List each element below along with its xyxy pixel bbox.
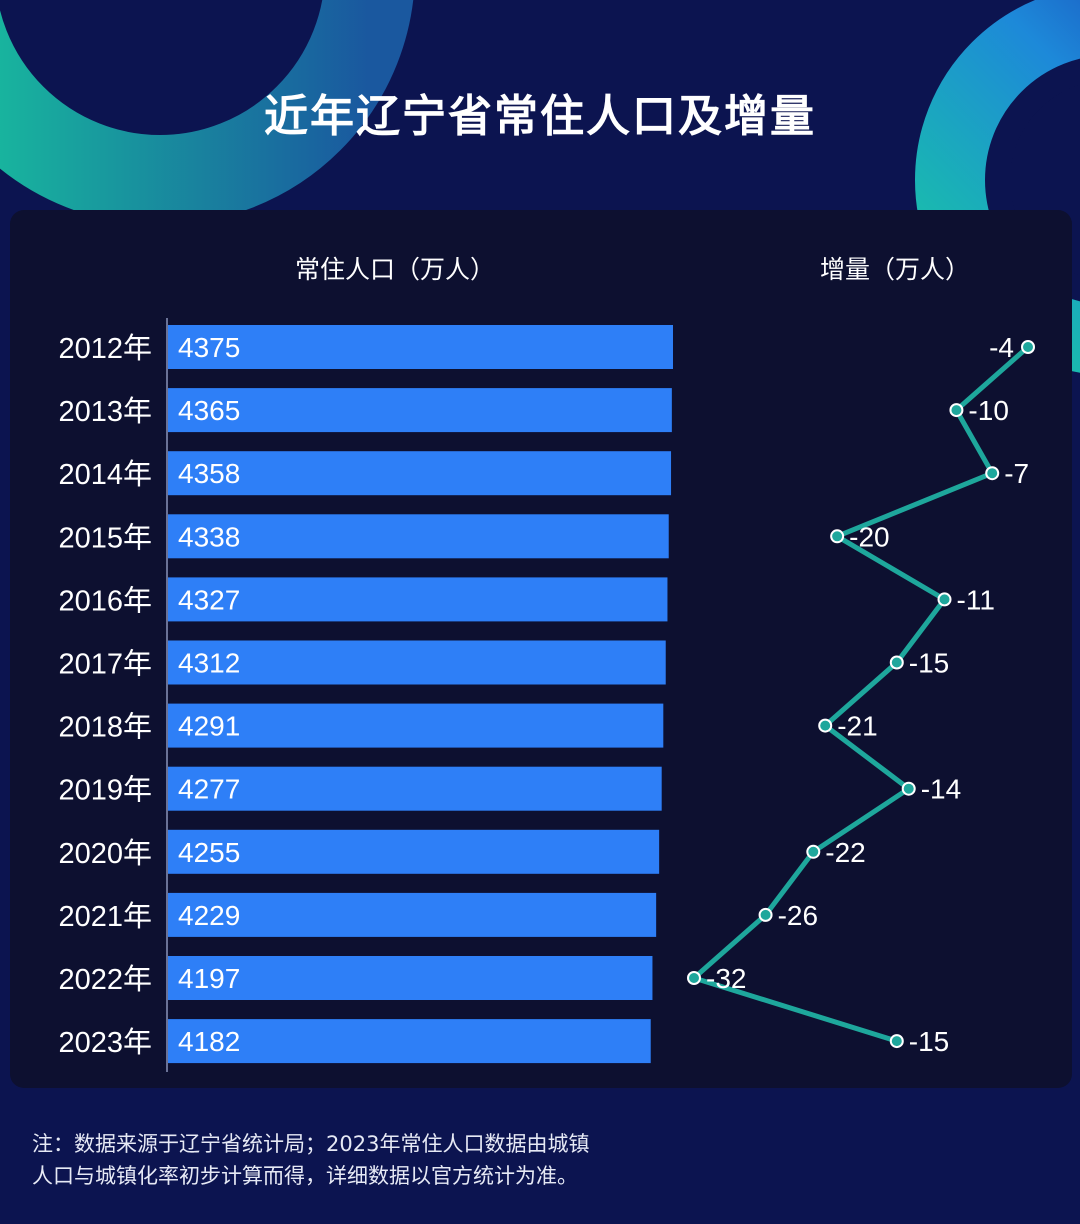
- population-bar: [168, 325, 673, 369]
- increment-point: [687, 971, 701, 985]
- bar-series-header: 常住人口（万人）: [295, 255, 496, 284]
- population-bar: [168, 956, 653, 1000]
- increment-point: [889, 655, 904, 670]
- category-label: 2012年: [58, 332, 152, 365]
- category-label: 2014年: [58, 458, 152, 491]
- category-label: 2015年: [58, 521, 152, 554]
- increment-point: [985, 466, 1000, 481]
- population-value-label: 4255: [178, 837, 240, 868]
- increment-value-label: -14: [921, 774, 961, 805]
- increment-point: [949, 403, 964, 418]
- population-value-label: 4365: [178, 395, 240, 426]
- population-value-label: 4358: [178, 458, 240, 489]
- increment-point: [937, 592, 952, 607]
- increment-value-label: -4: [989, 332, 1014, 363]
- increment-value-label: -32: [706, 963, 746, 994]
- population-bar: [168, 451, 672, 496]
- population-value-label: 4229: [178, 900, 240, 931]
- population-bar: [168, 640, 666, 685]
- population-bar: [168, 577, 668, 622]
- category-label: 2020年: [58, 837, 152, 870]
- footnote-line-1: 注：数据来源于辽宁省统计局；2023年常住人口数据由城镇: [32, 1132, 590, 1156]
- category-label: 2023年: [58, 1026, 152, 1059]
- population-value-label: 4277: [178, 774, 240, 805]
- increment-value-label: -15: [909, 1026, 949, 1057]
- category-label: 2013年: [58, 395, 152, 428]
- category-label: 2022年: [58, 963, 152, 996]
- increment-point: [889, 1034, 904, 1049]
- increment-value-label: -22: [825, 837, 865, 868]
- population-bar: [168, 1019, 651, 1064]
- line-series-header: 增量（万人）: [820, 255, 971, 284]
- category-label: 2021年: [58, 900, 152, 933]
- footnote: 注：数据来源于辽宁省统计局；2023年常住人口数据由城镇 人口与城镇化率初步计算…: [32, 1128, 732, 1192]
- increment-point: [830, 529, 845, 544]
- population-value-label: 4312: [178, 648, 240, 679]
- right-arc-decoration: [915, 0, 1080, 373]
- population-bar: [168, 703, 664, 748]
- increment-value-label: -11: [957, 584, 995, 615]
- population-value-label: 4327: [178, 584, 240, 615]
- increment-point: [806, 844, 821, 859]
- category-label: 2016年: [58, 584, 152, 617]
- increment-point: [1021, 340, 1035, 354]
- category-label: 2017年: [58, 648, 152, 681]
- category-label: 2018年: [58, 711, 152, 744]
- population-value-label: 4338: [178, 521, 240, 552]
- population-value-label: 4197: [178, 963, 240, 994]
- increment-value-label: -20: [849, 521, 889, 552]
- increment-value-label: -26: [778, 900, 818, 931]
- increment-value-label: -10: [968, 395, 1008, 426]
- population-bar: [168, 388, 672, 433]
- increment-point: [758, 907, 773, 922]
- population-bar: [168, 892, 657, 937]
- increment-line: [691, 345, 1030, 1044]
- increment-value-label: -7: [1004, 458, 1029, 489]
- population-bar: [168, 829, 660, 874]
- increment-value-label: -21: [837, 711, 877, 742]
- population-bar: [168, 514, 669, 559]
- chart-title: 近年辽宁省常住人口及增量: [264, 91, 816, 142]
- increment-value-label: -15: [909, 648, 949, 679]
- population-value-label: 4375: [178, 332, 240, 363]
- left-arc-decoration: [0, 0, 414, 225]
- population-value-label: 4182: [178, 1026, 240, 1057]
- footnote-line-2: 人口与城镇化率初步计算而得，详细数据以官方统计为准。: [32, 1164, 578, 1188]
- increment-point: [818, 718, 833, 733]
- population-value-label: 4291: [178, 711, 240, 742]
- category-label: 2019年: [58, 774, 152, 807]
- increment-point: [901, 781, 916, 796]
- population-bar: [168, 766, 662, 811]
